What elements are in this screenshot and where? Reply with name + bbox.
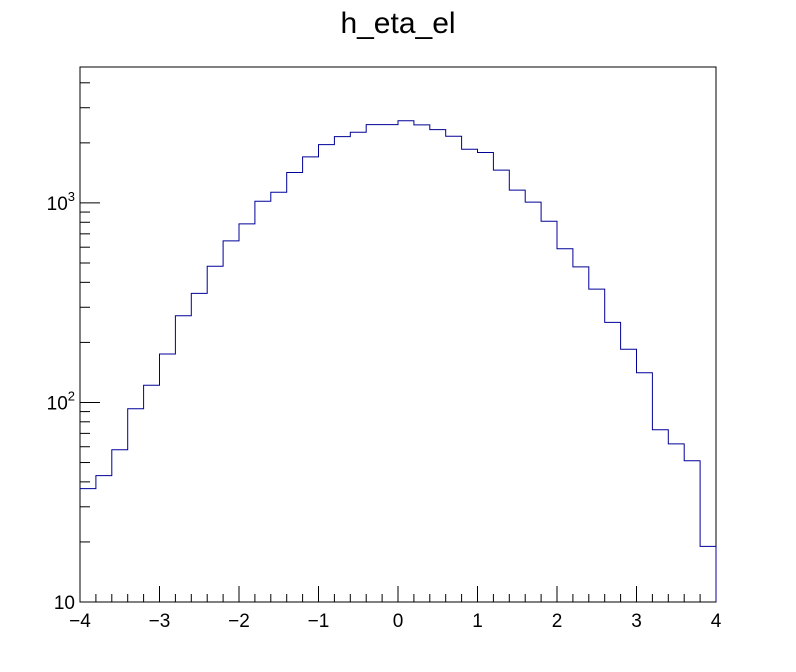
x-tick-label: −2: [228, 611, 250, 632]
x-tick-label: 4: [711, 611, 722, 632]
x-axis-tick-labels: −4 −3 −2 −1 0 1 2 3 4: [69, 611, 722, 632]
chart-title: h_eta_el: [340, 7, 455, 40]
y-tick-label-base: 10: [47, 194, 68, 215]
histogram-series: [80, 120, 717, 602]
y-tick-label: 10: [54, 593, 75, 614]
axis-ticks: [79, 82, 717, 603]
y-tick-label-exponent: 2: [68, 388, 75, 403]
y-tick-label-base: 10: [54, 593, 75, 614]
y-tick-label-base: 10: [47, 393, 68, 414]
x-tick-label: −4: [69, 611, 91, 632]
x-tick-label: 3: [631, 611, 642, 632]
x-tick-label: −1: [308, 611, 330, 632]
y-tick-label-exponent: 3: [68, 189, 75, 204]
y-tick-label: 103: [47, 189, 75, 215]
x-tick-label: 2: [552, 611, 563, 632]
y-tick-label: 102: [47, 388, 75, 414]
x-tick-label: 1: [472, 611, 483, 632]
x-tick-label: 0: [393, 611, 404, 632]
x-tick-label: −3: [149, 611, 171, 632]
